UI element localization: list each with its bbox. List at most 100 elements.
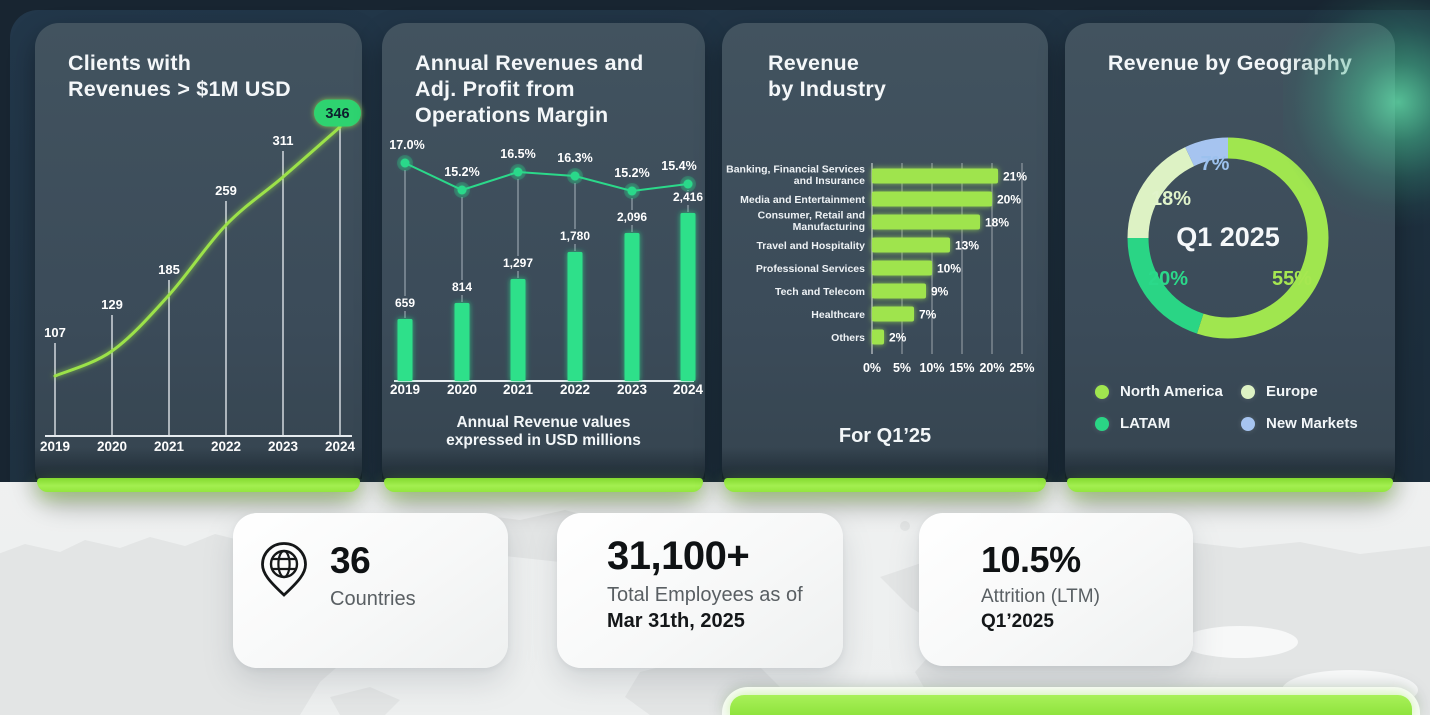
- legend-label: North America: [1120, 383, 1223, 400]
- svg-text:259: 259: [215, 183, 237, 198]
- svg-text:10%: 10%: [919, 361, 944, 375]
- legend-item: New Markets: [1241, 415, 1358, 432]
- svg-text:16.5%: 16.5%: [500, 147, 535, 161]
- card-annual-revenue-margin: Annual Revenues and Adj. Profit from Ope…: [382, 23, 705, 492]
- svg-text:13%: 13%: [955, 239, 979, 253]
- legend-dot-icon: [1241, 416, 1255, 431]
- geography-donut-chart: 55% 20% 18% 7% Q1 2025: [1127, 137, 1329, 339]
- svg-text:Manufacturing: Manufacturing: [793, 221, 865, 233]
- svg-text:Banking, Financial Services: Banking, Financial Services: [726, 164, 865, 176]
- legend-label: New Markets: [1266, 415, 1358, 432]
- svg-text:2023: 2023: [617, 382, 648, 397]
- svg-text:1,780: 1,780: [560, 229, 590, 243]
- svg-text:311: 311: [273, 133, 294, 148]
- employees-label: Total Employees as of: [607, 584, 803, 606]
- legend-label: Europe: [1266, 383, 1318, 400]
- svg-text:17.0%: 17.0%: [389, 138, 424, 152]
- attrition-period: Q1’2025: [981, 610, 1054, 632]
- svg-text:2024: 2024: [673, 382, 704, 397]
- footnote-line: expressed in USD millions: [446, 432, 641, 449]
- revenue-bar-line-chart: 17.0% 15.2% 16.5% 16.3% 15.2% 15.4% 659 814 1,29…: [389, 138, 704, 397]
- svg-text:20%: 20%: [979, 361, 1004, 375]
- countries-count: 36: [330, 540, 371, 581]
- svg-text:Others: Others: [831, 332, 865, 344]
- svg-text:Q1 2025: Q1 2025: [1176, 222, 1280, 252]
- svg-text:15%: 15%: [949, 361, 974, 375]
- svg-text:Tech and Telecom: Tech and Telecom: [775, 286, 865, 298]
- card-accent-bar: [724, 478, 1046, 492]
- card-revenue-by-industry: Revenue by Industry 21% Banking, Financia…: [722, 23, 1048, 492]
- card-bottom-gradient: [722, 447, 1048, 479]
- svg-text:659: 659: [395, 296, 415, 310]
- card-clients-growth: Clients with Revenues > $1M USD 107 129 18…: [35, 23, 362, 492]
- svg-text:1,297: 1,297: [503, 256, 533, 270]
- svg-text:2%: 2%: [889, 331, 907, 345]
- svg-text:15.4%: 15.4%: [661, 159, 696, 173]
- svg-text:and Insurance: and Insurance: [794, 175, 865, 187]
- stat-card-countries: 36 Countries: [233, 513, 508, 668]
- svg-text:2019: 2019: [390, 382, 420, 397]
- employees-date: Mar 31th, 2025: [607, 610, 745, 632]
- svg-text:9%: 9%: [931, 285, 949, 299]
- geography-legend: North America Europe LATAM New Markets: [1095, 383, 1358, 432]
- svg-text:0%: 0%: [863, 361, 881, 375]
- card-industry-title: Revenue by Industry: [768, 50, 886, 102]
- card-bottom-gradient: [382, 447, 705, 479]
- svg-text:346: 346: [325, 106, 349, 122]
- svg-text:Healthcare: Healthcare: [811, 309, 865, 321]
- legend-item: LATAM: [1095, 415, 1241, 432]
- svg-text:20%: 20%: [997, 193, 1021, 207]
- legend-item: Europe: [1241, 383, 1358, 400]
- svg-text:2,096: 2,096: [617, 210, 647, 224]
- svg-text:21%: 21%: [1003, 170, 1027, 184]
- stat-card-attrition: 10.5% Attrition (LTM) Q1’2025: [919, 513, 1193, 666]
- svg-text:185: 185: [158, 262, 180, 277]
- title-line: Annual Revenues and: [415, 51, 644, 75]
- svg-text:7%: 7%: [919, 308, 937, 322]
- svg-text:20%: 20%: [1148, 268, 1188, 290]
- title-line: Revenues > $1M USD: [68, 77, 291, 101]
- stat-card-employees: 31,100+ Total Employees as of Mar 31th, …: [557, 513, 843, 668]
- svg-text:129: 129: [101, 297, 123, 312]
- card-revenues-title: Annual Revenues and Adj. Profit from Ope…: [415, 50, 643, 128]
- next-section-header-bar: [730, 695, 1412, 715]
- svg-text:15.2%: 15.2%: [614, 166, 649, 180]
- svg-text:2021: 2021: [503, 382, 534, 397]
- title-line: Adj. Profit from: [415, 77, 575, 101]
- svg-text:Media and Entertainment: Media and Entertainment: [740, 194, 865, 206]
- legend-dot-icon: [1241, 384, 1255, 399]
- svg-text:2022: 2022: [560, 382, 590, 397]
- svg-text:10%: 10%: [937, 262, 961, 276]
- industry-period-label: For Q1’25: [838, 425, 932, 447]
- svg-text:814: 814: [452, 280, 472, 294]
- card-accent-bar: [384, 478, 703, 492]
- title-line: Operations Margin: [415, 103, 609, 127]
- legend-item: North America: [1095, 383, 1241, 400]
- legend-dot-icon: [1095, 416, 1109, 431]
- card-bottom-gradient: [35, 447, 362, 479]
- footnote-line: Annual Revenue values: [456, 414, 631, 431]
- legend-label: LATAM: [1120, 415, 1171, 432]
- title-line: by Industry: [768, 77, 887, 101]
- attrition-value: 10.5%: [981, 539, 1081, 580]
- card-accent-bar: [37, 478, 360, 492]
- svg-text:2020: 2020: [447, 382, 477, 397]
- attrition-label: Attrition (LTM): [981, 585, 1100, 607]
- svg-text:16.3%: 16.3%: [557, 151, 592, 165]
- title-line: Clients with: [68, 51, 192, 75]
- card-revenue-by-geography: Revenue by Geography 55% 20% 18% 7% Q1 2025 …: [1065, 23, 1395, 492]
- svg-text:18%: 18%: [985, 216, 1009, 230]
- svg-text:2,416: 2,416: [673, 190, 703, 204]
- svg-text:107: 107: [44, 325, 66, 340]
- globe-pin-icon: [261, 542, 307, 597]
- svg-text:Travel and Hospitality: Travel and Hospitality: [756, 240, 865, 252]
- legend-dot-icon: [1095, 384, 1109, 399]
- title-line: Revenue: [768, 51, 860, 75]
- countries-label: Countries: [330, 587, 416, 610]
- clients-line-chart: 1071291852593113462019202020212022202320…: [40, 99, 361, 454]
- svg-text:Professional Services: Professional Services: [756, 263, 865, 275]
- svg-text:25%: 25%: [1009, 361, 1034, 375]
- svg-text:5%: 5%: [893, 361, 911, 375]
